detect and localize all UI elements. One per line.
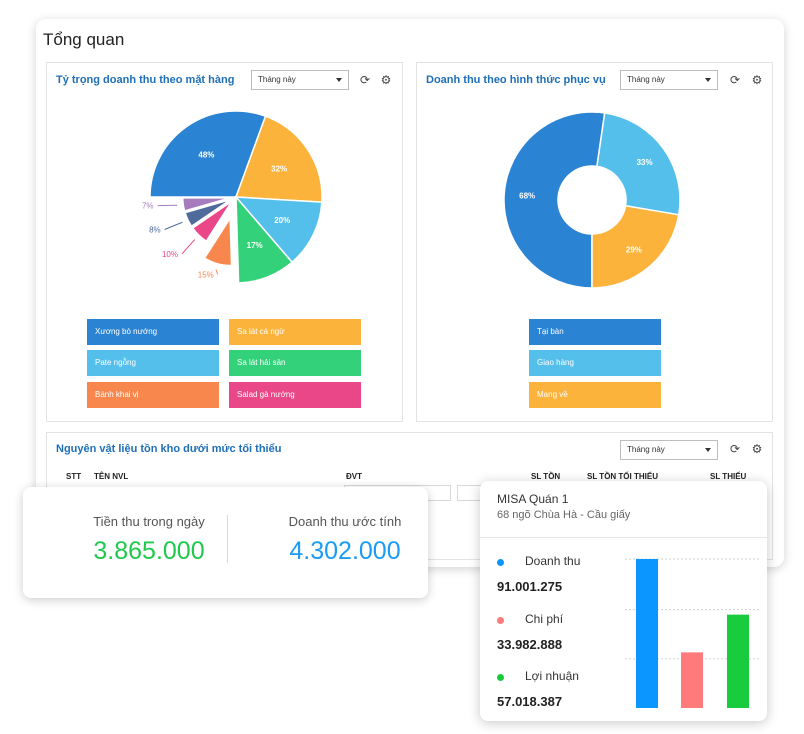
chevron-down-icon [705,78,711,82]
chevron-down-icon [705,448,711,452]
legend-label: Xương bò nướng [95,327,158,336]
revenue-dot [497,559,504,566]
legend-item-banh-khai-vi[interactable]: Bánh khai vị [87,382,219,408]
profit-value: 57.018.387 [497,694,563,709]
revenue-label: Doanh thu [525,554,581,568]
service-share-donut-chart: 68% 33% 29% [503,111,681,289]
store-name: MISA Quán 1 [497,492,569,506]
column-header-ten-nvl[interactable]: TÊN NVL [94,472,129,481]
legend-label: Salad gà nướng [237,390,295,399]
bar [681,652,703,708]
slice-label: 17% [247,241,263,250]
items-share-period-value: Tháng này [258,75,296,84]
slice-label: 15% [198,270,214,279]
divider [480,537,767,538]
items-share-period-select[interactable]: Tháng này [251,70,349,90]
donut-slice [503,111,606,289]
slice-label: 7% [142,202,154,211]
slice-label: 33% [637,158,653,167]
slice-label: 20% [274,216,290,225]
pie-slice [203,215,233,267]
inventory-title: Nguyên vật liệu tồn kho dưới mức tối thi… [56,443,282,455]
slice-label: 29% [626,246,642,255]
pie-slice [191,200,233,243]
column-header-dvt[interactable]: ĐVT [346,472,362,481]
kpi-card: Tiền thu trong ngày 3.865.000 Doanh thu … [23,487,428,598]
legend-label: Bánh khai vị [95,390,139,399]
profit-dot [497,674,504,681]
revenue-value: 91.001.275 [497,579,563,594]
donut-slice [591,204,680,289]
legend-label: Sa lát hải sản [237,358,286,367]
column-header-sl-thieu[interactable]: SL THIẾU [710,472,747,481]
cost-label: Chi phí [525,612,564,626]
legend-item-salad-ga-nuong[interactable]: Salad gà nướng [229,382,361,408]
legend-label: Giao hàng [537,358,574,367]
gear-icon[interactable]: ⚙ [751,73,763,87]
items-share-title: Tỷ trọng doanh thu theo mặt hàng [56,74,235,86]
legend-item-tai-ban[interactable]: Tại bàn [529,319,661,345]
legend-item-pate-ngong[interactable]: Pate ngỗng [87,350,219,376]
today-revenue-value: 3.865.000 [93,537,205,565]
column-header-stt[interactable]: STT [66,472,82,481]
slice-label: 48% [198,151,214,160]
refresh-icon[interactable]: ⟳ [729,442,741,456]
store-address: 68 ngõ Chùa Hà - Cầu giấy [497,509,631,521]
column-header-sl-ton-toi-thieu[interactable]: SL TỒN TỐI THIỂU [587,472,658,481]
pie-slice [235,194,294,284]
refresh-icon[interactable]: ⟳ [729,73,741,87]
bar [727,614,749,708]
cost-dot [497,617,504,624]
slice-label: 68% [519,191,535,200]
gear-icon[interactable]: ⚙ [751,442,763,456]
slice-label: 10% [162,250,178,259]
inventory-period-select[interactable]: Tháng này [620,440,718,460]
legend-item-sa-lat-hai-san[interactable]: Sa lát hải sản [229,350,361,376]
profit-label: Lợi nhuận [525,669,579,683]
service-share-period-select[interactable]: Tháng này [620,70,718,90]
slice-label: 32% [271,165,287,174]
gear-icon[interactable]: ⚙ [380,73,392,87]
cost-value: 33.982.888 [497,637,563,652]
donut-slice [596,112,681,216]
pie-slice [184,198,231,228]
kpi-divider [227,515,228,563]
slice-leader-line [181,239,196,255]
slice-label: 8% [149,225,161,234]
legend-item-xuong-bo-nuong[interactable]: Xương bò nướng [87,319,219,345]
estimated-revenue-label: Doanh thu ước tính [288,514,402,529]
pie-slice [234,115,323,203]
estimated-revenue-value: 4.302.000 [289,537,401,565]
legend-label: Pate ngỗng [95,358,136,367]
store-summary-card[interactable]: MISA Quán 1 68 ngõ Chùa Hà - Cầu giấy Do… [480,481,767,721]
page-title: Tổng quan [43,30,125,49]
legend-item-sa-lat-ca-ngu[interactable]: Sa lát cá ngừ [229,319,361,345]
legend-label: Mang về [537,390,568,399]
today-revenue-label: Tiền thu trong ngày [93,514,205,529]
pie-slice [182,197,231,212]
refresh-icon[interactable]: ⟳ [359,73,371,87]
legend-label: Sa lát cá ngừ [237,327,285,336]
items-share-pie-chart: 48% 32% 20% 17% 15% 10% 8% 7% [142,110,323,284]
pie-slice [149,110,267,198]
store-bar-chart [625,558,760,708]
service-share-period-value: Tháng này [627,75,665,84]
chevron-down-icon [336,78,342,82]
bar [636,559,658,708]
legend-item-giao-hang[interactable]: Giao hàng [529,350,661,376]
slice-leader-line [164,221,183,230]
pie-slice [234,196,323,264]
legend-item-mang-ve[interactable]: Mang về [529,382,661,408]
legend-label: Tại bàn [537,327,564,336]
slice-leader-line [215,269,219,275]
service-share-title: Doanh thu theo hình thức phục vụ [426,74,606,86]
column-header-sl-ton[interactable]: SL TỒN [531,472,561,481]
inventory-period-value: Tháng này [627,445,665,454]
